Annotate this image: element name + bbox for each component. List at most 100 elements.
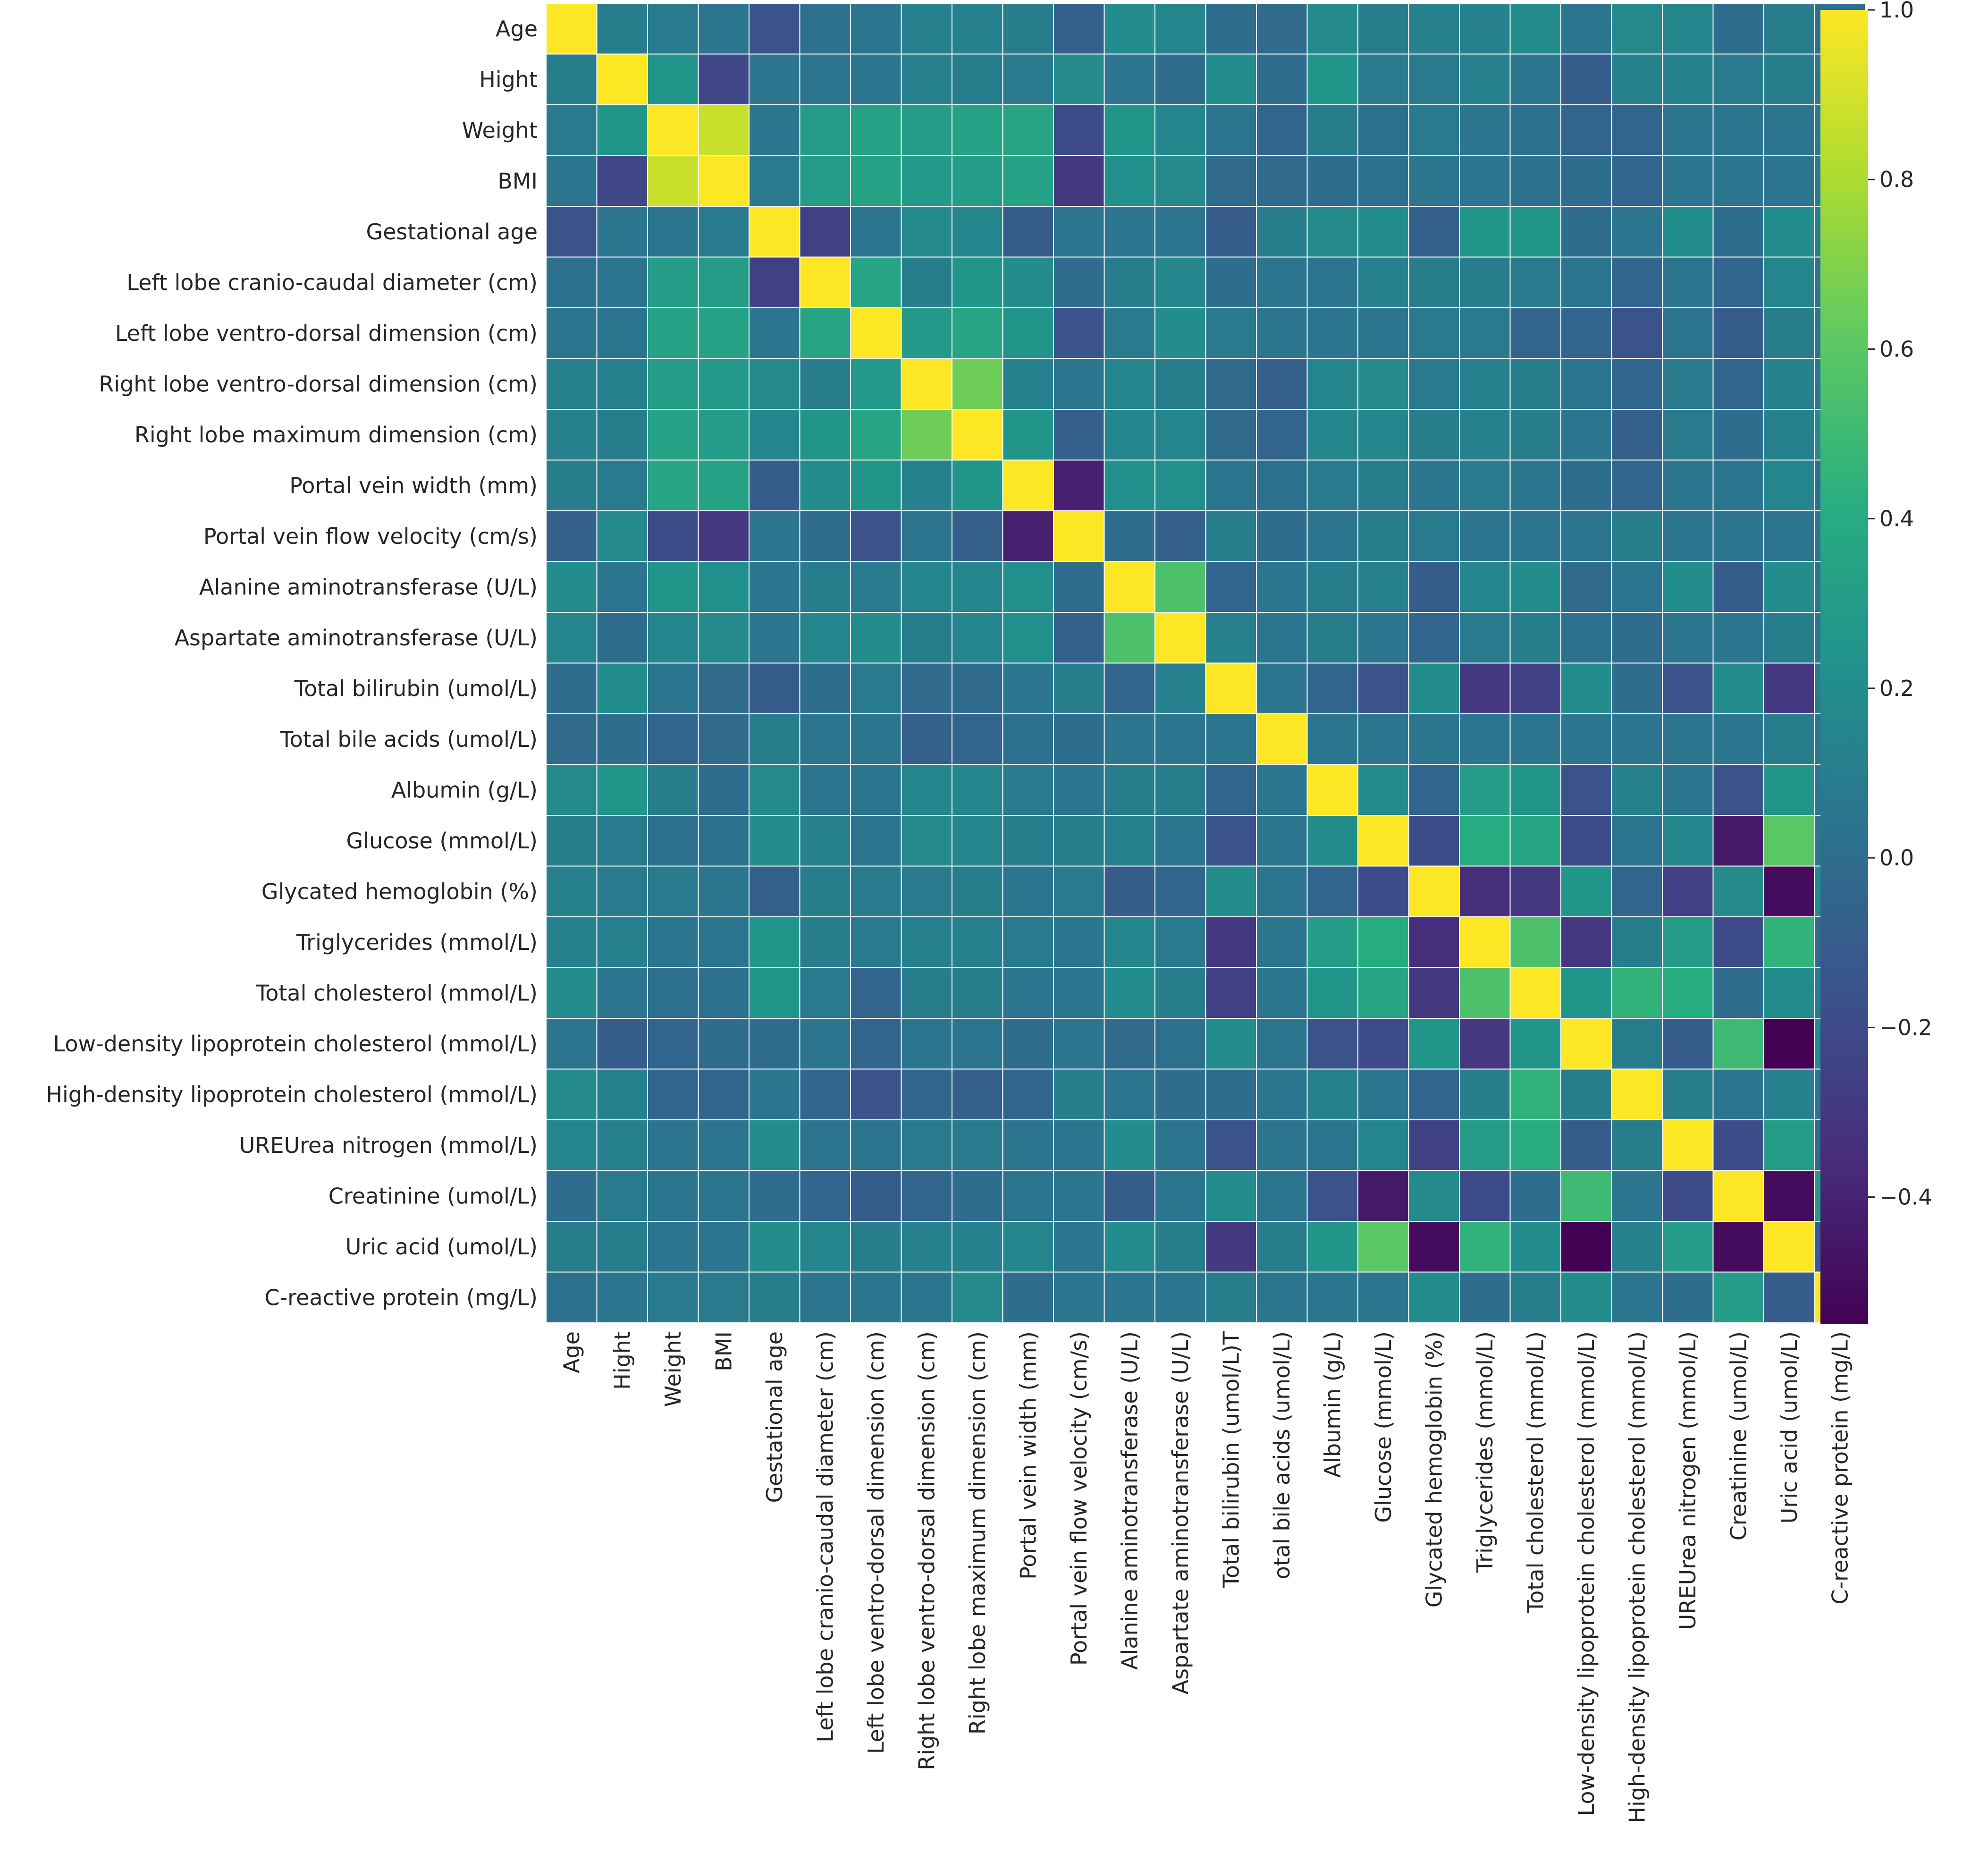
heatmap-cell-r18-c1 xyxy=(596,916,648,968)
heatmap-cell-r4-c8 xyxy=(952,206,1003,258)
heatmap-cell-r10-c1 xyxy=(596,510,648,562)
heatmap-cell-r9-c2 xyxy=(647,459,699,511)
heatmap-cell-r20-c16 xyxy=(1357,1018,1409,1070)
column-label: C-reactive protein (mg/L) xyxy=(1827,1331,1853,1605)
heatmap-cell-r25-c12 xyxy=(1154,1271,1206,1323)
heatmap-cell-r20-c21 xyxy=(1611,1018,1663,1070)
heatmap-cell-r6-c21 xyxy=(1611,307,1663,359)
heatmap-cell-r1-c3 xyxy=(698,53,750,105)
heatmap-cell-r15-c4 xyxy=(749,764,800,816)
heatmap-cell-r16-c7 xyxy=(901,815,952,867)
heatmap-cell-r5-c12 xyxy=(1154,256,1206,308)
heatmap-cell-r11-c18 xyxy=(1459,561,1511,613)
heatmap-cell-r2-c18 xyxy=(1459,104,1511,156)
heatmap-cell-r10-c17 xyxy=(1408,510,1460,562)
heatmap-cell-r10-c22 xyxy=(1662,510,1714,562)
heatmap-cell-r9-c9 xyxy=(1002,459,1054,511)
heatmap-cell-r17-c2 xyxy=(647,865,699,917)
colorbar: 1.0 0.8 0.6 0.4 0.2 0.0 −0.2 −0.4 xyxy=(1820,0,1932,1324)
heatmap-cell-r20-c14 xyxy=(1256,1018,1308,1070)
heatmap-cell-r15-c8 xyxy=(952,764,1003,816)
heatmap-cell-r16-c1 xyxy=(596,815,648,867)
heatmap-cell-r21-c19 xyxy=(1509,1068,1561,1120)
heatmap-cell-r10-c19 xyxy=(1509,510,1561,562)
row-label: Gestational age xyxy=(366,219,538,245)
heatmap-cell-r2-c12 xyxy=(1154,104,1206,156)
heatmap-cell-r16-c19 xyxy=(1509,815,1561,867)
heatmap-cell-r22-c9 xyxy=(1002,1119,1054,1171)
heatmap-cell-r25-c3 xyxy=(698,1271,750,1323)
heatmap-cell-r16-c10 xyxy=(1053,815,1105,867)
heatmap-cell-r8-c10 xyxy=(1053,409,1105,461)
heatmap-cell-r8-c19 xyxy=(1509,409,1561,461)
colorbar-gradient xyxy=(1820,10,1868,1324)
heatmap-cell-r9-c10 xyxy=(1053,459,1105,511)
heatmap-cell-r21-c12 xyxy=(1154,1068,1206,1120)
heatmap-cell-r21-c1 xyxy=(596,1068,648,1120)
heatmap-cell-r11-c14 xyxy=(1256,561,1308,613)
heatmap-cell-r10-c9 xyxy=(1002,510,1054,562)
row-label: Glycated hemoglobin (%) xyxy=(261,879,538,904)
heatmap-cell-r0-c24 xyxy=(1763,3,1815,55)
heatmap-cell-r10-c2 xyxy=(647,510,699,562)
heatmap-cell-r1-c18 xyxy=(1459,53,1511,105)
heatmap-cell-r18-c14 xyxy=(1256,916,1308,968)
heatmap-cell-r2-c9 xyxy=(1002,104,1054,156)
row-label: Glucose (mmol/L) xyxy=(346,828,538,854)
heatmap-cell-r15-c21 xyxy=(1611,764,1663,816)
heatmap-cell-r3-c1 xyxy=(596,155,648,207)
heatmap-cell-r3-c7 xyxy=(901,155,952,207)
heatmap-cell-r2-c7 xyxy=(901,104,952,156)
heatmap-cell-r23-c4 xyxy=(749,1170,800,1222)
heatmap-cell-r3-c20 xyxy=(1560,155,1612,207)
column-label: BMI xyxy=(711,1331,736,1371)
heatmap-cell-r10-c5 xyxy=(799,510,851,562)
heatmap-cell-r7-c17 xyxy=(1408,358,1460,410)
heatmap-cell-r17-c20 xyxy=(1560,865,1612,917)
heatmap-cell-r22-c15 xyxy=(1306,1119,1358,1171)
row-label: Aspartate aminotransferase (U/L) xyxy=(175,625,538,651)
heatmap-cell-r3-c5 xyxy=(799,155,851,207)
heatmap-cell-r19-c21 xyxy=(1611,967,1663,1019)
heatmap-cell-r0-c10 xyxy=(1053,3,1105,55)
heatmap-cell-r13-c2 xyxy=(647,662,699,714)
colorbar-tick-label: −0.4 xyxy=(1879,1185,1932,1210)
heatmap-cell-r23-c8 xyxy=(952,1170,1003,1222)
heatmap-cell-r13-c12 xyxy=(1154,662,1206,714)
heatmap-cell-r20-c6 xyxy=(850,1018,902,1070)
heatmap-cell-r18-c12 xyxy=(1154,916,1206,968)
heatmap-cell-r23-c21 xyxy=(1611,1170,1663,1222)
heatmap-cell-r18-c7 xyxy=(901,916,952,968)
heatmap-cell-r5-c1 xyxy=(596,256,648,308)
heatmap-cell-r23-c1 xyxy=(596,1170,648,1222)
heatmap-cell-r20-c20 xyxy=(1560,1018,1612,1070)
heatmap-cell-r9-c22 xyxy=(1662,459,1714,511)
row-label: Low-density lipoprotein cholesterol (mmo… xyxy=(53,1031,538,1057)
column-label: High-density lipoprotein cholesterol (mm… xyxy=(1624,1331,1650,1823)
heatmap-cell-r3-c23 xyxy=(1712,155,1764,207)
heatmap-cell-r3-c16 xyxy=(1357,155,1409,207)
heatmap-cell-r10-c20 xyxy=(1560,510,1612,562)
heatmap-cell-r16-c24 xyxy=(1763,815,1815,867)
heatmap-cell-r11-c7 xyxy=(901,561,952,613)
heatmap-cell-r14-c14 xyxy=(1256,713,1308,765)
heatmap-cell-r7-c7 xyxy=(901,358,952,410)
heatmap-cell-r2-c8 xyxy=(952,104,1003,156)
heatmap-cell-r6-c22 xyxy=(1662,307,1714,359)
heatmap-cell-r23-c5 xyxy=(799,1170,851,1222)
heatmap-cell-r3-c18 xyxy=(1459,155,1511,207)
heatmap-cell-r4-c12 xyxy=(1154,206,1206,258)
heatmap-cell-r13-c19 xyxy=(1509,662,1561,714)
column-label: Right lobe maximum dimension (cm) xyxy=(965,1331,990,1735)
heatmap-cell-r25-c13 xyxy=(1205,1271,1257,1323)
heatmap-cell-r0-c8 xyxy=(952,3,1003,55)
heatmap-cell-r10-c3 xyxy=(698,510,750,562)
heatmap-cell-r4-c13 xyxy=(1205,206,1257,258)
heatmap-cell-r23-c0 xyxy=(546,1170,598,1222)
heatmap-cell-r7-c23 xyxy=(1712,358,1764,410)
heatmap-cell-r11-c19 xyxy=(1509,561,1561,613)
heatmap-cell-r23-c17 xyxy=(1408,1170,1460,1222)
heatmap-cell-r6-c20 xyxy=(1560,307,1612,359)
heatmap-cell-r20-c7 xyxy=(901,1018,952,1070)
heatmap-cell-r1-c13 xyxy=(1205,53,1257,105)
